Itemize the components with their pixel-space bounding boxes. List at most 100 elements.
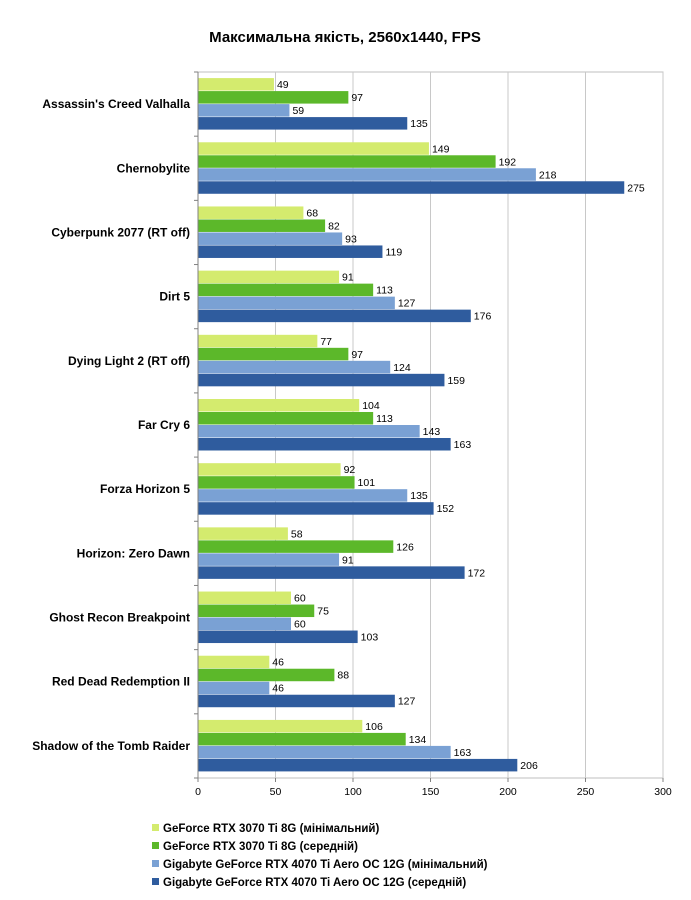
bar (198, 553, 340, 566)
data-label: 113 (376, 285, 393, 297)
bar (198, 270, 340, 284)
bar (198, 719, 363, 733)
data-label: 119 (385, 246, 402, 258)
data-label: 58 (291, 528, 303, 540)
x-tick-label: 250 (577, 786, 595, 798)
bar (198, 219, 326, 232)
chart-title: Максимальна якість, 2560x1440, FPS (209, 29, 481, 46)
bar (198, 758, 518, 772)
data-label: 103 (361, 632, 379, 644)
category-label: Assassin's Creed Valhalla (42, 97, 190, 111)
data-label: 46 (272, 683, 284, 695)
bar (198, 334, 318, 348)
category-label: Dying Light 2 (RT off) (68, 354, 190, 368)
data-label: 60 (294, 593, 306, 605)
category-label: Far Cry 6 (138, 418, 190, 432)
x-tick-label: 100 (344, 786, 362, 798)
bar (198, 117, 408, 130)
bar (198, 155, 496, 168)
data-label: 127 (398, 696, 416, 708)
bar (198, 655, 270, 669)
data-label: 93 (345, 233, 357, 245)
bar (198, 591, 291, 605)
data-label: 275 (627, 182, 645, 194)
bar (198, 566, 465, 579)
data-label: 163 (454, 747, 472, 759)
data-label: 206 (520, 760, 538, 772)
data-label: 82 (328, 220, 340, 232)
data-label: 163 (454, 439, 472, 451)
legend-swatch (152, 878, 159, 885)
data-label: 75 (317, 606, 329, 618)
legend-label: GeForce RTX 3070 Ti 8G (мінімальний) (163, 823, 379, 835)
category-label: Horizon: Zero Dawn (77, 546, 190, 560)
x-tick-label: 150 (422, 786, 440, 798)
data-label: 143 (423, 426, 441, 438)
x-axis-ticks: 0 50 100 150 200 250 300 (194, 71, 672, 798)
bar (198, 181, 625, 194)
data-label: 68 (306, 207, 318, 219)
x-tick-label: 200 (499, 786, 517, 798)
bar (198, 309, 471, 323)
bar (198, 694, 395, 708)
data-label: 149 (432, 143, 450, 155)
bar (198, 745, 451, 759)
category-labels: Assassin's Creed Valhalla Chernobylite Cyb… (32, 97, 190, 753)
bar (198, 245, 383, 258)
data-label: 159 (447, 375, 465, 387)
data-label: 59 (292, 105, 304, 117)
bar (198, 617, 291, 631)
data-label: 126 (396, 541, 414, 553)
bar (198, 732, 406, 746)
data-label: 49 (277, 79, 289, 91)
category-label: Forza Horizon 5 (100, 482, 190, 496)
bar (198, 142, 429, 155)
bar (198, 360, 391, 374)
data-label: 77 (320, 336, 332, 348)
legend-swatch (152, 842, 159, 849)
data-label: 97 (351, 349, 363, 361)
data-label: 88 (337, 670, 349, 682)
data-label: 92 (344, 464, 356, 476)
data-label: 91 (342, 272, 354, 284)
bar (198, 104, 290, 117)
data-label: 106 (365, 721, 383, 733)
bar (198, 373, 445, 387)
bar (198, 206, 304, 219)
bar (198, 438, 451, 451)
data-label: 135 (410, 490, 428, 502)
data-label: 172 (468, 567, 486, 579)
bar (198, 540, 394, 553)
bar (198, 527, 288, 540)
value-labels: 49 97 59 135 149 192 218 275 68 82 93 119 91 113 127 17… (272, 79, 645, 772)
data-label: 113 (376, 413, 393, 425)
bar (198, 630, 358, 644)
category-label: Chernobylite (117, 161, 191, 175)
category-label: Dirt 5 (159, 290, 190, 304)
data-label: 91 (342, 554, 354, 566)
bar (198, 283, 374, 297)
bar (198, 425, 420, 438)
legend-label: Gigabyte GeForce RTX 4070 Ti Aero OC 12G… (163, 859, 488, 871)
bar (198, 489, 408, 502)
category-label: Red Dead Redemption II (52, 675, 190, 689)
bar (198, 91, 349, 104)
data-label: 192 (499, 156, 517, 168)
category-label: Cyberpunk 2077 (RT off) (51, 225, 190, 239)
bar (198, 668, 335, 682)
data-label: 127 (398, 298, 416, 310)
bars (198, 78, 625, 772)
bar (198, 463, 341, 476)
data-label: 134 (409, 734, 427, 746)
x-tick-label: 0 (195, 786, 201, 798)
bar (198, 232, 343, 245)
data-label: 176 (474, 311, 492, 323)
legend-swatch (152, 824, 159, 831)
bar (198, 347, 349, 361)
x-tick-label: 50 (270, 786, 282, 798)
bar (198, 502, 434, 515)
legend: GeForce RTX 3070 Ti 8G (мінімальний) GeFo… (152, 823, 488, 889)
data-label: 218 (539, 169, 557, 181)
bar (198, 168, 536, 181)
